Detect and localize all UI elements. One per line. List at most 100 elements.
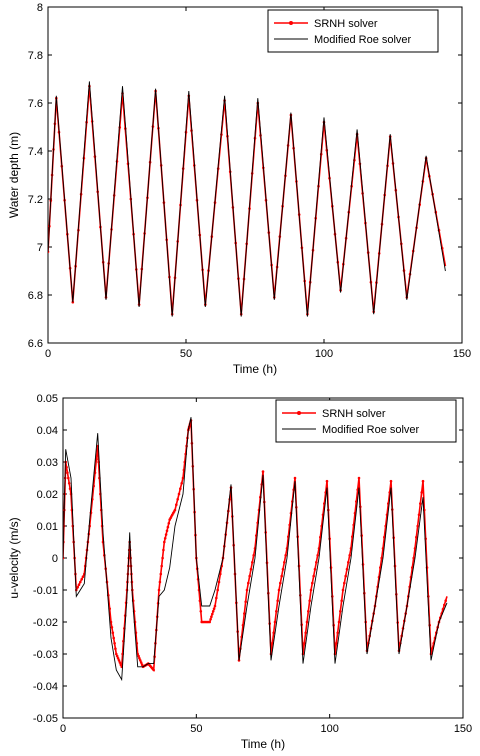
data-point [215,596,218,600]
legend-label: SRNH solver [314,18,378,30]
data-point [245,588,249,592]
plot-area [62,397,464,719]
data-point [337,620,341,624]
data-point [345,567,349,571]
series-modified-roe [63,417,448,682]
data-point [67,476,70,480]
x-tick-label: 150 [453,348,471,360]
data-point [276,599,280,602]
data-point [247,581,250,585]
data-point [162,548,165,552]
data-point [208,620,211,624]
data-point [173,508,177,512]
data-point [163,537,167,540]
series-line [48,81,446,317]
data-point [219,572,222,576]
y-tick-label: 0 [52,553,58,565]
data-point [348,554,352,557]
data-point [76,586,79,589]
data-point [216,588,219,592]
data-point [420,491,424,494]
data-point [177,492,181,496]
data-point [325,479,329,483]
y-tick-label: 0.02 [37,489,58,501]
data-point [283,561,286,564]
data-point [116,657,120,660]
legend-label: Modified Roe solver [322,424,420,436]
data-point [159,572,163,576]
data-point [111,631,115,634]
data-point [77,583,81,586]
data-point [273,620,277,624]
data-point [347,561,350,564]
data-point [157,588,161,592]
data-point [243,612,246,615]
data-point [139,659,142,662]
data-point [419,502,422,505]
chart-u-velocity: 0 50 100 150 -0.05 -0.04 -0.03 -0.02 -0.01 0 0.01 0… [7,393,472,751]
legend-box [267,9,439,53]
data-point [117,659,121,662]
data-point [308,599,312,602]
data-point [109,620,113,624]
data-point [280,574,284,578]
data-point [211,610,215,613]
data-point [161,556,164,560]
y-tick-label: -0.03 [33,649,58,661]
y-axis-label: u-velocity (m/s) [7,517,21,598]
y-tick-label: 0.05 [37,393,58,405]
data-point [415,535,418,539]
data-point [181,476,185,480]
series-line [63,417,448,682]
data-point [281,567,285,571]
data-point [303,642,306,645]
x-tick-label: 50 [190,723,202,735]
y-tick-label: 7.2 [28,194,43,206]
legend: SRNH solver Modified Roe solver [267,9,439,53]
y-tick-label: 0.03 [37,457,58,469]
legend: SRNH solver Modified Roe solver [275,399,457,443]
data-point [244,600,247,603]
data-point [217,580,221,584]
data-point [261,470,265,473]
data-point [421,479,425,483]
data-point [304,631,308,634]
data-point [114,647,117,650]
data-point [389,479,393,483]
data-point [340,599,344,602]
data-point [68,487,72,491]
x-tick-label: 0 [45,348,51,360]
data-point [163,540,166,544]
data-point [139,661,143,664]
data-point [344,574,348,578]
data-point [110,626,114,629]
data-point [113,642,116,645]
data-point [119,663,123,666]
data-point [316,554,320,557]
data-point [284,554,288,557]
legend-marker [297,411,301,415]
data-point [180,482,183,485]
data-point [335,642,338,645]
data-point [312,574,316,578]
data-point [165,529,169,533]
data-point [212,607,216,610]
x-axis-label: Time (h) [233,362,277,376]
data-point [275,610,278,613]
data-point [137,654,140,658]
data-point [380,556,384,560]
y-tick-label: 7.6 [28,98,43,110]
data-point [160,564,163,568]
data-point [198,599,202,602]
data-point [166,525,170,529]
data-point [213,604,217,608]
data-point [179,487,182,491]
data-point [211,612,214,616]
data-point [271,642,274,645]
x-axis-label: Time (h) [241,737,285,751]
series-srnh [48,84,447,316]
data-point [416,524,420,528]
x-tick-label: 0 [60,723,66,735]
data-point [357,476,361,480]
